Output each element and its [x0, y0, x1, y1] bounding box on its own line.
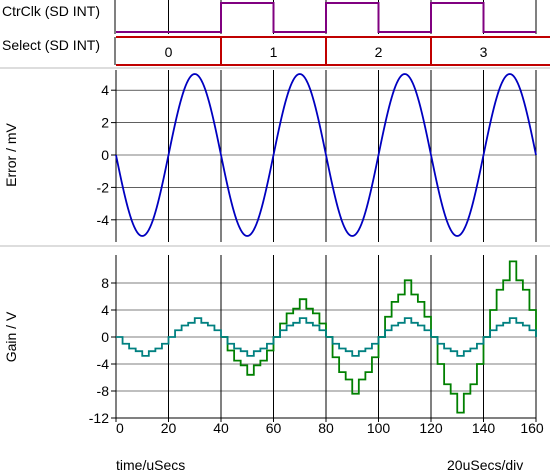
- clock-trace: [116, 2, 536, 33]
- x-axis-unit-label: time/uSecs: [116, 457, 186, 473]
- error-plot-group: -4 -2 0 2 4: [0, 67, 550, 247]
- gain-reference-trace: [221, 317, 327, 357]
- gain-ytick-label: 4: [101, 302, 109, 318]
- gain-xtick-label: 80: [318, 420, 334, 436]
- gain-ytick-label: 8: [101, 275, 109, 291]
- error-ytick-label: 0: [101, 147, 109, 163]
- select-segment-label: 2: [375, 44, 383, 60]
- select-bus-group: 0 1 2 3: [114, 36, 550, 66]
- error-ytick-label: 4: [101, 82, 109, 98]
- gain-xtick-label: 20: [161, 420, 177, 436]
- gain-xtick-label: 60: [266, 420, 282, 436]
- clock-channel-label: CtrClk (SD INT): [2, 3, 100, 19]
- gain-ytick-label: -8: [97, 383, 110, 399]
- gain-xtick-label: 100: [367, 420, 391, 436]
- gain-ytick-label: 0: [101, 329, 109, 345]
- select-segment-label: 0: [165, 44, 173, 60]
- gain-ytick-label: -4: [97, 356, 110, 372]
- gain-axis-label: Gain / V: [3, 311, 19, 362]
- error-ytick-label: 2: [101, 115, 109, 131]
- select-channel-label: Select (SD INT): [2, 37, 100, 53]
- gain-xtick-label: 40: [213, 420, 229, 436]
- error-axis-label: Error / mV: [3, 122, 19, 186]
- error-sine-trace: [115, 73, 537, 237]
- timebase-label: 20uSecs/div: [447, 457, 524, 473]
- error-ytick-label: -4: [97, 212, 110, 228]
- gain-xtick-label: 160: [520, 420, 544, 436]
- gain-trace-1: [116, 317, 222, 357]
- gain-xtick-label: 140: [472, 420, 496, 436]
- gain-reference-trace: [431, 317, 537, 357]
- gain-ytick-label: -12: [89, 410, 109, 426]
- select-segment-label: 3: [480, 44, 488, 60]
- select-segment-label: 1: [270, 44, 278, 60]
- gain-xtick-label: 120: [419, 420, 443, 436]
- gain-reference-trace: [326, 317, 432, 357]
- clock-trace-group: [114, 0, 537, 34]
- error-ytick-label: -2: [97, 179, 110, 195]
- gain-xtick-label: 0: [116, 420, 124, 436]
